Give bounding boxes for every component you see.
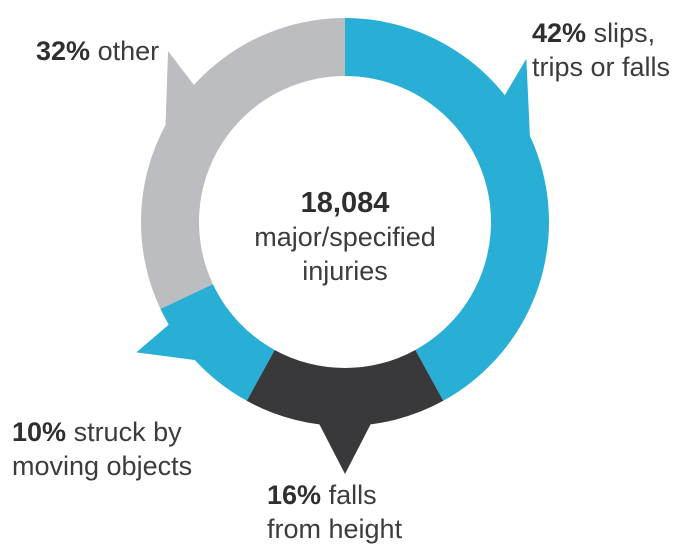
label-other: 32% other xyxy=(36,34,159,68)
label-falls-from-height: 16% falls from height xyxy=(267,478,402,546)
label-height-line2: from height xyxy=(267,514,403,544)
pointer-height xyxy=(317,420,373,474)
pointer-other xyxy=(165,51,197,135)
total-injuries-line1: major/specified xyxy=(254,222,436,252)
slice-falls-from-height xyxy=(246,349,444,426)
label-height-line1: falls xyxy=(328,480,377,510)
pointer-struck xyxy=(136,322,202,361)
label-slips-line2: trips or falls xyxy=(532,52,671,82)
label-pointers xyxy=(136,51,531,474)
label-struck-line1: struck by xyxy=(73,417,182,447)
label-slips-line1: slips, xyxy=(593,18,656,48)
total-injuries-value: 18,084 xyxy=(300,187,390,219)
pointer-slips xyxy=(502,58,531,148)
label-other-line1: other xyxy=(97,36,160,66)
label-struck-by-objects: 10% struck by moving objects xyxy=(12,415,192,483)
label-height-pct: 16% xyxy=(267,480,322,510)
label-slips-pct: 42% xyxy=(532,18,587,48)
center-label: 18,084 major/specified injuries xyxy=(195,186,495,288)
label-struck-line2: moving objects xyxy=(12,451,193,481)
label-other-pct: 32% xyxy=(36,36,91,66)
total-injuries-line2: injuries xyxy=(302,256,388,286)
slice-slips-trips-falls xyxy=(345,18,550,401)
label-struck-pct: 10% xyxy=(12,417,67,447)
label-slips-trips-falls: 42% slips, trips or falls xyxy=(532,16,670,84)
slice-struck-by-objects xyxy=(160,284,275,401)
